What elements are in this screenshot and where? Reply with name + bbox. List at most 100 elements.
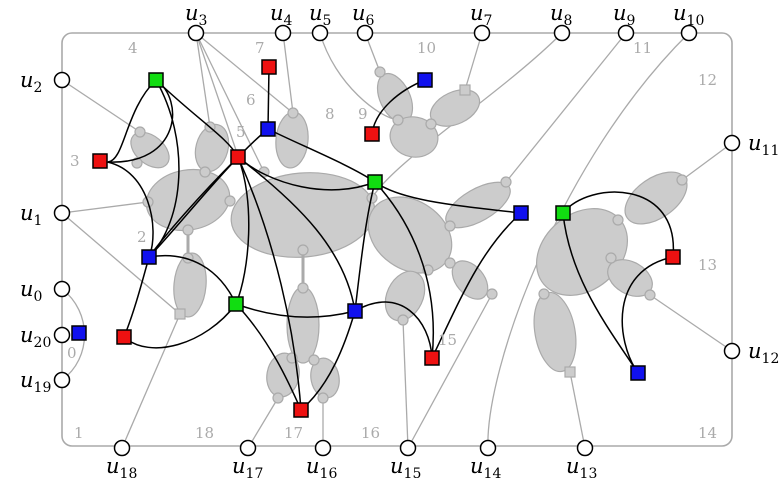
vertex-label-subscript: 11 xyxy=(762,143,780,159)
vertex-label-base: u xyxy=(470,1,484,25)
outer-vertex-label: u13 xyxy=(566,454,597,482)
outer-vertex-label: u4 xyxy=(270,1,293,29)
vertex-label-subscript: 10 xyxy=(687,13,705,29)
outer-vertex-u-14 xyxy=(479,439,497,457)
region-label-3: 3 xyxy=(70,152,80,170)
outer-vertex-label: u1 xyxy=(20,201,42,229)
blue-vertex xyxy=(71,325,87,341)
outer-vertex-u-18 xyxy=(113,439,131,457)
outer-vertex-u-8 xyxy=(553,24,571,42)
vertex-label-subscript: 14 xyxy=(484,466,502,482)
vertex-label-base: u xyxy=(20,368,34,392)
vertex-label-subscript: 0 xyxy=(34,289,43,305)
outer-vertex-u-13 xyxy=(576,439,594,457)
vertex-label-subscript: 1 xyxy=(34,213,43,229)
blue-vertex xyxy=(513,205,529,221)
outer-vertex-u-2 xyxy=(53,71,71,89)
region-label-13: 13 xyxy=(698,256,717,274)
region-label-16: 16 xyxy=(361,424,380,442)
outer-vertex-label: u3 xyxy=(185,1,207,29)
outer-vertex-u-11 xyxy=(723,134,741,152)
vertex-label-subscript: 15 xyxy=(404,466,422,482)
blue-vertex xyxy=(630,365,646,381)
region-label-5: 5 xyxy=(236,123,246,141)
vertex-label-base: u xyxy=(748,339,762,363)
outer-vertex-label: u14 xyxy=(470,454,501,482)
region-label-12: 12 xyxy=(698,71,717,89)
outer-vertex-label: u5 xyxy=(309,1,331,29)
region-label-15: 15 xyxy=(438,331,457,349)
vertex-label-base: u xyxy=(748,131,762,155)
blue-vertex xyxy=(417,72,433,88)
outer-vertex-u-12 xyxy=(723,342,741,360)
outer-vertex-label: u10 xyxy=(673,1,704,29)
outer-vertex-label: u15 xyxy=(390,454,421,482)
vertex-label-subscript: 5 xyxy=(323,13,332,29)
vertex-label-subscript: 19 xyxy=(34,380,52,396)
outer-vertex-u-15 xyxy=(399,439,417,457)
red-vertex xyxy=(92,153,108,169)
vertex-label-subscript: 4 xyxy=(284,13,293,29)
vertex-label-subscript: 12 xyxy=(762,351,780,367)
outer-vertex-u-16 xyxy=(314,439,332,457)
vertex-label-subscript: 2 xyxy=(34,80,43,96)
vertex-label-subscript: 3 xyxy=(199,13,208,29)
outer-vertex-u-20 xyxy=(53,326,71,344)
vertex-label-base: u xyxy=(309,1,323,25)
outer-vertex-u-6 xyxy=(356,24,374,42)
region-label-0: 0 xyxy=(67,344,77,362)
blue-vertex xyxy=(347,303,363,319)
vertex-label-base: u xyxy=(613,1,627,25)
outer-vertex-label: u0 xyxy=(20,277,42,305)
green-vertex xyxy=(228,296,244,312)
vertex-label-base: u xyxy=(270,1,284,25)
outer-vertex-label: u16 xyxy=(306,454,337,482)
region-label-9: 9 xyxy=(358,105,368,123)
blue-vertex xyxy=(141,249,157,265)
vertex-label-base: u xyxy=(106,454,120,478)
red-vertex xyxy=(665,249,681,265)
vertex-label-base: u xyxy=(20,68,34,92)
outer-frame xyxy=(61,32,733,447)
outer-vertex-u-7 xyxy=(473,24,491,42)
vertex-label-base: u xyxy=(20,323,34,347)
vertex-label-subscript: 18 xyxy=(120,466,138,482)
region-label-8: 8 xyxy=(325,105,335,123)
outer-vertex-label: u8 xyxy=(550,1,572,29)
region-label-11: 11 xyxy=(633,39,652,57)
vertex-label-base: u xyxy=(352,1,366,25)
colored-vertices xyxy=(71,59,681,418)
outer-vertex-label: u12 xyxy=(748,339,779,367)
outer-vertex-u-0 xyxy=(53,280,71,298)
region-label-6: 6 xyxy=(246,91,256,109)
outer-vertices xyxy=(53,24,741,457)
red-vertex xyxy=(116,329,132,345)
vertex-label-base: u xyxy=(550,1,564,25)
vertex-label-subscript: 20 xyxy=(34,335,52,351)
outer-vertex-label: u2 xyxy=(20,68,42,96)
region-label-18: 18 xyxy=(195,424,214,442)
vertex-label-base: u xyxy=(20,277,34,301)
vertex-label-base: u xyxy=(20,201,34,225)
outer-vertex-u-17 xyxy=(239,439,257,457)
vertex-label-base: u xyxy=(566,454,580,478)
vertex-label-subscript: 13 xyxy=(580,466,598,482)
outer-vertex-u-1 xyxy=(53,204,71,222)
red-vertex xyxy=(364,126,380,142)
vertex-label-subscript: 9 xyxy=(627,13,636,29)
vertex-label-subscript: 8 xyxy=(564,13,573,29)
green-vertex xyxy=(367,174,383,190)
vertex-label-subscript: 17 xyxy=(246,466,264,482)
region-label-1: 1 xyxy=(74,424,84,442)
outer-vertex-u-19 xyxy=(53,371,71,389)
red-vertex xyxy=(424,350,440,366)
vertex-label-base: u xyxy=(306,454,320,478)
outer-vertex-label: u9 xyxy=(613,1,635,29)
outer-vertex-u-10 xyxy=(680,24,698,42)
outer-vertex-label: u7 xyxy=(470,1,492,29)
region-label-7: 7 xyxy=(255,39,265,57)
vertex-label-subscript: 16 xyxy=(320,466,338,482)
outer-vertex-label: u17 xyxy=(232,454,263,482)
